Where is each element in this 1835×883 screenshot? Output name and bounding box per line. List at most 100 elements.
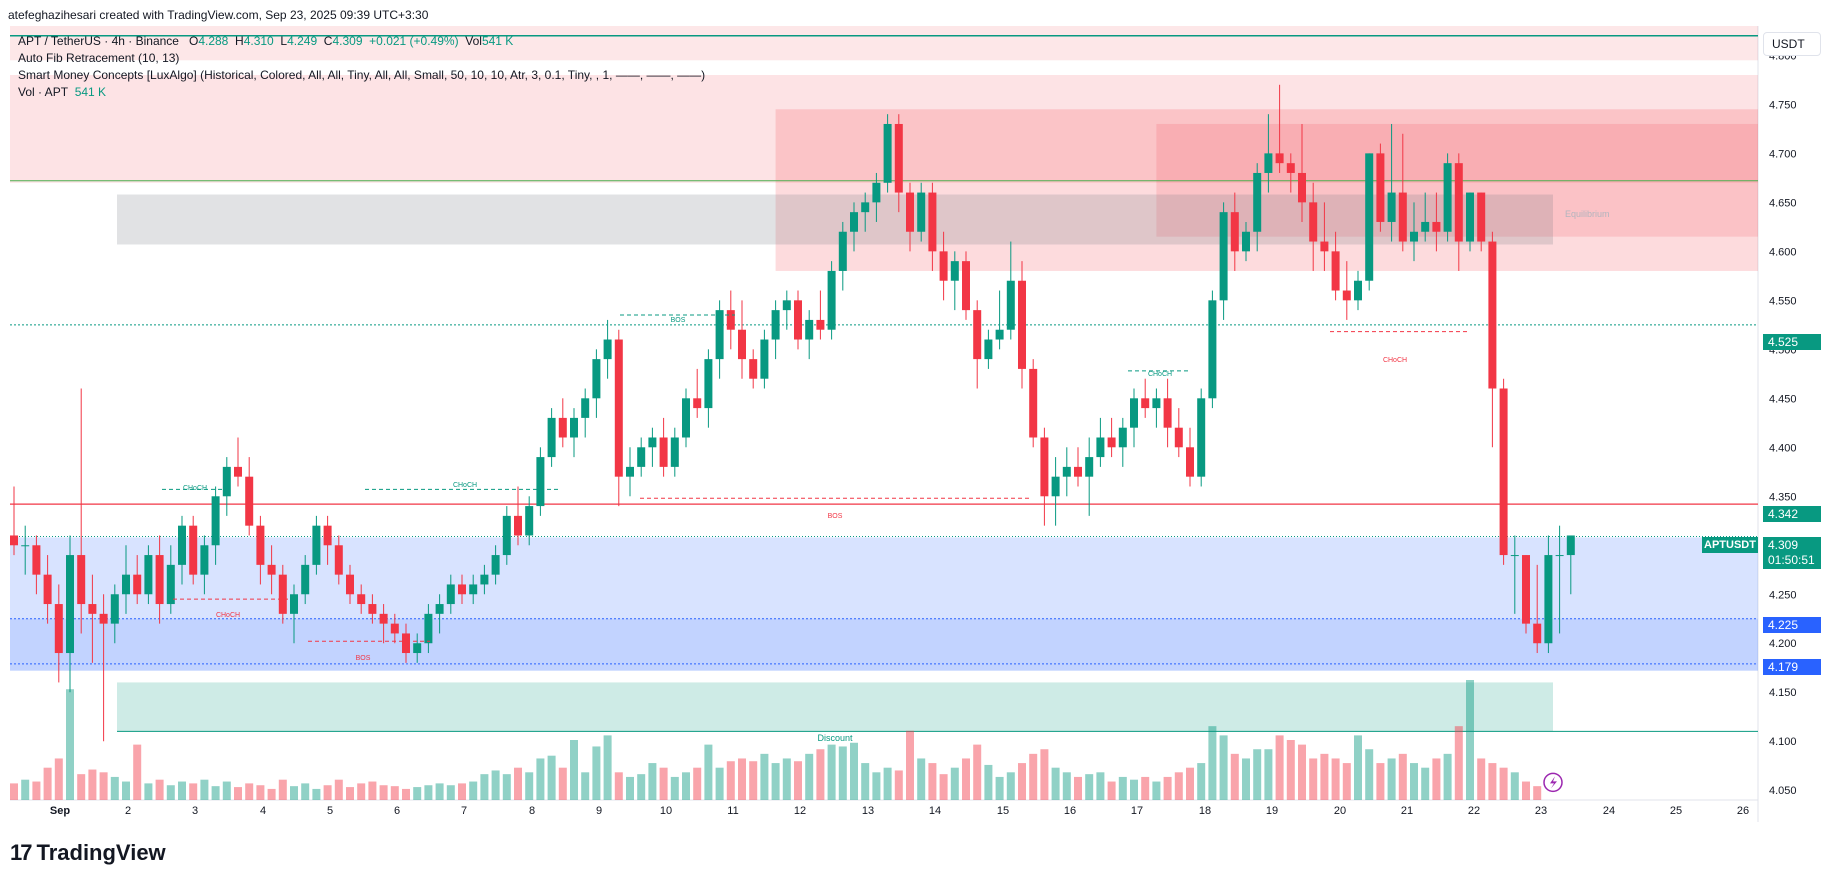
- countdown-value: 01:50:51: [1768, 553, 1815, 567]
- volume-bar: [1051, 767, 1060, 800]
- candle-body: [1219, 212, 1228, 301]
- volume-bar: [1219, 735, 1228, 800]
- volume-bar: [323, 785, 332, 800]
- candle-body: [77, 555, 86, 605]
- candle-body: [144, 555, 153, 595]
- equilibrium-label: Equilibrium: [1565, 209, 1610, 219]
- volume-bar: [1387, 758, 1396, 800]
- candle-body: [458, 584, 466, 595]
- candle-body: [1040, 437, 1049, 497]
- candle-body: [1286, 163, 1295, 173]
- candle-body: [1130, 398, 1138, 428]
- volume-bar: [962, 758, 970, 800]
- candle-body: [234, 466, 242, 477]
- candle-body: [1510, 555, 1519, 557]
- candle-body: [592, 359, 601, 399]
- volume-bar: [1410, 763, 1418, 800]
- candle-body: [323, 525, 332, 546]
- candle-body: [782, 300, 791, 311]
- time-axis-tick: 6: [394, 805, 400, 817]
- tradingview-brand[interactable]: 17 TradingView: [10, 840, 166, 866]
- candle-body: [995, 329, 1004, 340]
- volume-bar: [21, 779, 30, 800]
- candle-body: [1443, 163, 1452, 232]
- candle-body: [1230, 212, 1239, 252]
- volume-bar: [1354, 735, 1362, 800]
- candle-body: [1365, 153, 1374, 281]
- candle-body: [1410, 231, 1418, 242]
- volume-bar: [133, 744, 142, 800]
- currency-button[interactable]: USDT: [1763, 32, 1821, 56]
- volume-bar: [1488, 763, 1497, 800]
- candle-body: [245, 476, 254, 526]
- structure-label: CHoCH: [183, 485, 207, 492]
- volume-bar: [1230, 753, 1239, 800]
- price-tag-4225: 4.225: [1763, 617, 1821, 633]
- candle-body: [558, 417, 567, 438]
- volume-bar: [984, 764, 993, 800]
- volume-bar: [794, 761, 802, 800]
- volume-bar: [950, 767, 959, 800]
- volume-bar: [1376, 763, 1385, 800]
- candle-body: [906, 192, 914, 232]
- lightning-icon[interactable]: [1543, 772, 1563, 793]
- candle-body: [480, 574, 489, 585]
- time-axis-tick: 5: [327, 805, 333, 817]
- time-axis-tick: 23: [1535, 805, 1547, 817]
- discount-label: Discount: [817, 733, 853, 743]
- legend-low-value: 4.249: [287, 34, 318, 48]
- volume-bar: [245, 783, 254, 800]
- volume-bar: [939, 774, 948, 800]
- candle-body: [704, 359, 713, 409]
- volume-bar: [738, 758, 746, 800]
- volume-bar: [659, 767, 668, 800]
- candle-body: [1499, 388, 1508, 556]
- time-axis-tick: 13: [862, 805, 874, 817]
- volume-bar: [704, 744, 713, 800]
- volume-bar: [670, 776, 679, 800]
- price-axis-tick: 4.250: [1769, 589, 1797, 601]
- volume-bar: [290, 786, 298, 800]
- candle-body: [1085, 457, 1094, 477]
- legend-smc[interactable]: Smart Money Concepts [LuxAlgo] (Historic…: [18, 68, 706, 82]
- legend-close-label: C: [323, 34, 333, 48]
- candle-body: [928, 192, 937, 252]
- candle-body: [1186, 447, 1194, 477]
- volume-bar: [1398, 753, 1407, 800]
- candle-body: [1544, 555, 1553, 644]
- candle-body: [1331, 251, 1340, 291]
- candle-body: [570, 417, 578, 438]
- volume-bar: [614, 772, 623, 800]
- legend-open-value: 4.288: [198, 34, 229, 48]
- legend-volume-row[interactable]: Vol · APT 541 K: [18, 85, 106, 99]
- candle-body: [536, 457, 545, 507]
- candle-body: [54, 604, 63, 654]
- legend-symbol-row[interactable]: APT / TetherUS · 4h · Binance O4.288 H4.…: [18, 34, 513, 48]
- candle-body: [278, 574, 287, 614]
- candle-body: [1320, 241, 1329, 252]
- volume-bar: [1107, 781, 1116, 800]
- candle-body: [402, 633, 410, 654]
- candle-body: [1107, 437, 1116, 448]
- candle-body: [794, 300, 802, 340]
- last-price-value: 4.309: [1768, 538, 1799, 552]
- candle-body: [659, 437, 668, 467]
- volume-bar: [558, 767, 567, 800]
- equilibrium-zone: [117, 194, 1553, 245]
- candle-body: [1141, 398, 1150, 409]
- candle-body: [88, 604, 97, 614]
- volume-bar: [816, 749, 825, 800]
- candle-body: [166, 564, 175, 605]
- price-axis-tick: 4.050: [1769, 785, 1797, 797]
- volume-bar: [1466, 680, 1474, 800]
- candle-body: [1197, 398, 1206, 477]
- symbol-tag: APTUSDT: [1702, 537, 1758, 553]
- candle-body: [760, 339, 769, 379]
- candle-body: [581, 398, 590, 418]
- volume-bar: [1085, 774, 1094, 800]
- time-axis-tick: 9: [596, 805, 602, 817]
- volume-bar: [749, 761, 758, 800]
- candle-body: [715, 310, 724, 360]
- legend-fib[interactable]: Auto Fib Retracement (10, 13): [18, 51, 180, 65]
